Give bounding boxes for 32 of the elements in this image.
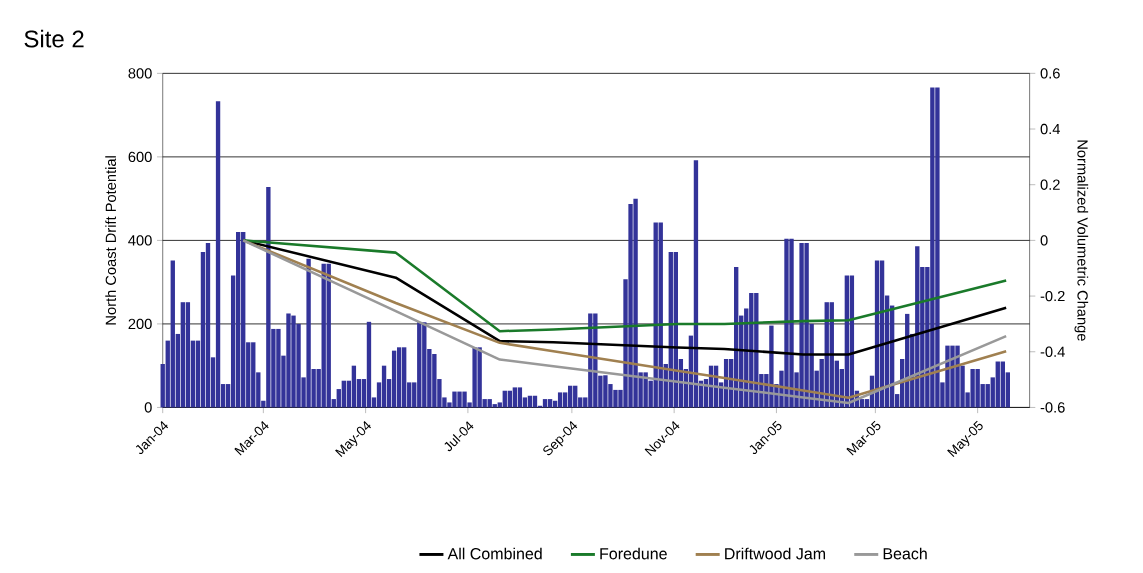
y2-tick-label: 0 <box>1040 234 1048 246</box>
legend-label: Beach <box>883 547 927 560</box>
chart-title: Site 2 <box>24 29 84 48</box>
y2-tick-label: -0.4 <box>1040 346 1065 357</box>
bar <box>517 387 523 408</box>
line-series <box>241 238 1008 333</box>
y-tick-label: 0 <box>144 402 152 413</box>
legend-label: Driftwood Jam <box>725 547 826 560</box>
legend-label: Foredune <box>600 547 667 560</box>
y-tick-label: 400 <box>128 234 152 246</box>
bar <box>557 392 563 408</box>
y-tick-label: 800 <box>128 67 152 79</box>
bar <box>205 242 211 408</box>
y-tick-label: 200 <box>128 318 152 329</box>
y2-tick-label: -0.2 <box>1040 290 1065 302</box>
bar <box>391 350 397 408</box>
legend-label: All Combined <box>447 547 542 560</box>
bar <box>180 301 186 408</box>
y2-tick-label: 0.2 <box>1040 179 1060 190</box>
y2-tick-label: 0.6 <box>1040 67 1060 79</box>
bar <box>381 365 387 408</box>
y2-tick-label: 0.4 <box>1040 123 1060 134</box>
y2-axis-title: Normalized Volumetric Change <box>1074 140 1089 341</box>
bar <box>366 321 372 408</box>
bar <box>215 101 221 408</box>
y-axis-title: North Coast Drift Potential <box>105 155 117 325</box>
y-tick-label: 600 <box>128 151 152 162</box>
bar <box>185 301 191 408</box>
y2-tick-label: -0.6 <box>1040 402 1065 413</box>
bar <box>351 365 357 408</box>
bar <box>512 387 518 408</box>
bar <box>396 347 402 408</box>
